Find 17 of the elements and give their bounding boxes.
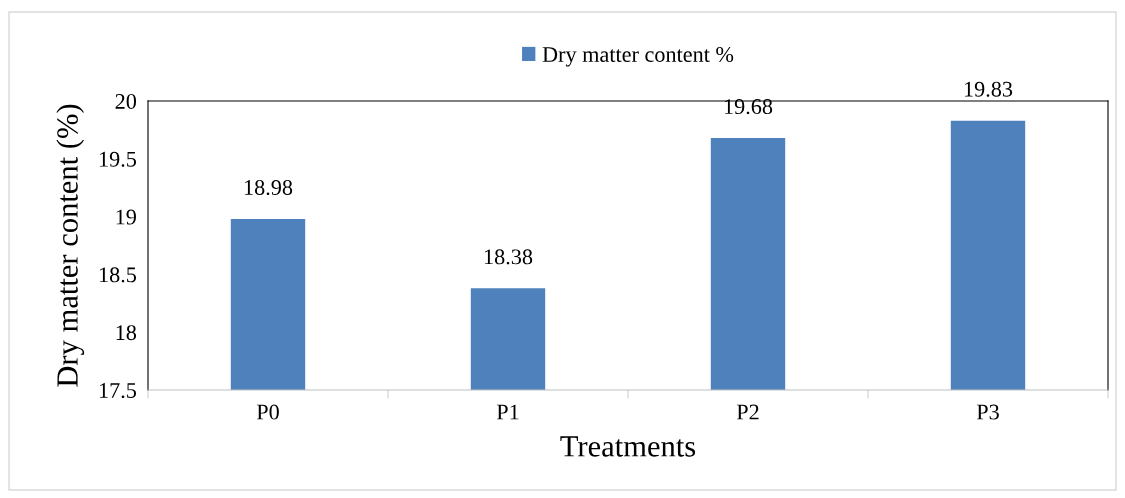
data-label: 19.68 [724, 99, 773, 115]
y-tick-label: 18 [116, 325, 137, 341]
y-tick-label: 19.5 [99, 151, 137, 167]
y-tick-label: 19 [116, 209, 136, 225]
legend-label: Dry matter content % [542, 46, 734, 67]
x-axis-title: Treatments [560, 436, 696, 457]
y-tick-label: 17.5 [99, 383, 137, 399]
y-tick-label: 20 [115, 93, 137, 109]
x-tick-label: P3 [976, 404, 999, 420]
data-label: 18.38 [484, 249, 533, 265]
data-label: 19.83 [964, 81, 1013, 97]
x-tick-label: P1 [496, 404, 519, 420]
y-tick-label: 18.5 [99, 267, 137, 283]
y-axis-title: Dry matter content (%) [56, 104, 85, 387]
x-tick-label: P2 [736, 404, 759, 420]
x-tick-label: P0 [256, 404, 279, 420]
data-label: 18.98 [244, 179, 293, 196]
